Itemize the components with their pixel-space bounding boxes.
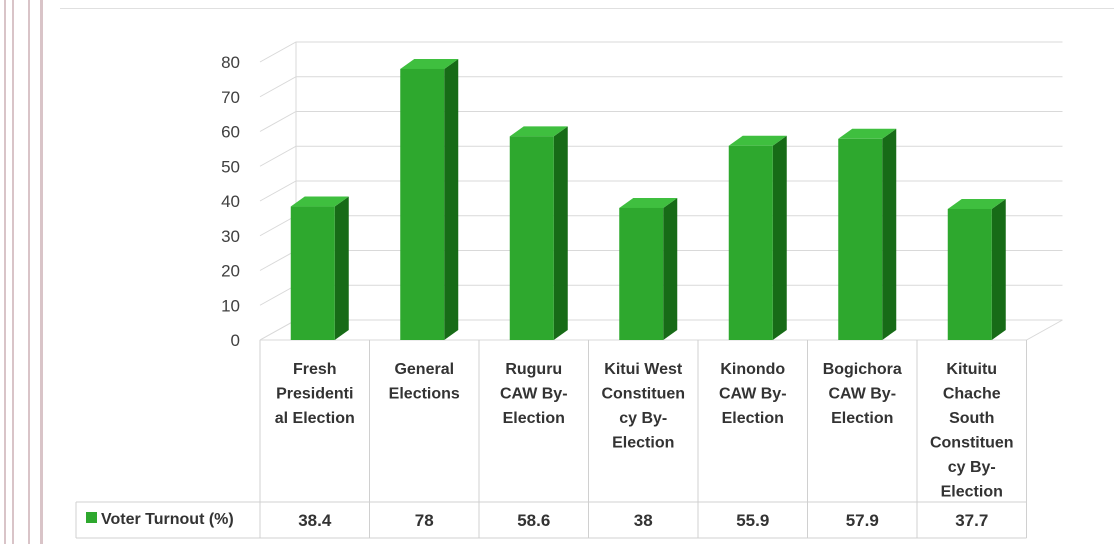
bar <box>619 197 678 340</box>
data-table-value: 78 <box>415 511 434 530</box>
bar-side <box>553 126 568 341</box>
bar <box>728 135 787 340</box>
bar-top <box>947 198 1006 209</box>
y-tick-label: 80 <box>221 53 240 72</box>
bar-top <box>509 126 568 137</box>
bar-front <box>290 206 335 340</box>
y-tick-label: 0 <box>231 331 240 350</box>
y-tick-label: 60 <box>221 123 240 142</box>
data-table-value: 38.4 <box>298 511 332 530</box>
bar-top <box>400 58 459 69</box>
category-label: Fresh Presidenti al Election <box>275 361 355 427</box>
bar-front <box>728 145 773 340</box>
bar-front <box>400 68 445 340</box>
category-label: Ruguru CAW By-Election <box>500 361 568 427</box>
bar-top <box>290 196 349 207</box>
data-table-value: 57.9 <box>846 511 879 530</box>
bar <box>838 128 897 340</box>
bar-side <box>444 58 459 340</box>
left-border <box>28 0 30 544</box>
bar-top <box>838 128 897 139</box>
gridline <box>259 180 1063 202</box>
bar-top <box>728 135 787 146</box>
legend-swatch <box>86 512 97 523</box>
bar-side <box>991 198 1006 340</box>
bar-front <box>947 208 992 340</box>
bar <box>290 196 349 340</box>
bar-side <box>772 135 787 340</box>
data-table-value: 38 <box>634 511 653 530</box>
y-tick-label: 30 <box>221 227 240 246</box>
bar-side <box>334 196 349 340</box>
category-label: Kinondo CAW By-Election <box>719 361 787 427</box>
data-table-value: 37.7 <box>955 511 988 530</box>
left-border <box>12 0 14 544</box>
y-tick-label: 20 <box>221 262 240 281</box>
bar-front <box>619 207 664 340</box>
legend-label: Voter Turnout (%) <box>101 511 234 528</box>
bar <box>400 58 459 340</box>
gridline <box>259 76 1063 98</box>
bar-front <box>509 136 554 340</box>
y-tick-label: 40 <box>221 192 240 211</box>
gridline <box>259 145 1063 167</box>
y-tick-label: 10 <box>221 296 240 315</box>
category-label: Kituitu Chache South Constituen cy By-Electi… <box>930 361 1014 501</box>
bar-front <box>838 138 883 340</box>
bar-top <box>619 197 678 208</box>
bar <box>509 126 568 341</box>
gridline <box>259 41 1063 63</box>
left-border <box>4 0 6 544</box>
data-table-value: 55.9 <box>736 511 769 530</box>
frame-top-line <box>60 8 1114 9</box>
bar-side <box>663 197 678 340</box>
y-tick-label: 50 <box>221 157 240 176</box>
data-table-value: 58.6 <box>517 511 550 530</box>
y-tick-label: 70 <box>221 88 240 107</box>
category-label: General Elections <box>389 361 460 403</box>
category-label: Kitui West Constituen cy By-Election <box>601 361 685 452</box>
category-label: Bogichora CAW By-Election <box>823 361 902 427</box>
left-border <box>40 0 43 544</box>
bar <box>947 198 1006 340</box>
gridline <box>259 111 1063 132</box>
bar-side <box>882 128 897 340</box>
